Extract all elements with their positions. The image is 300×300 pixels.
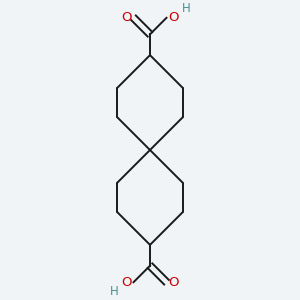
Text: O: O (168, 11, 179, 24)
Text: H: H (110, 285, 118, 298)
Text: O: O (168, 276, 179, 289)
Text: H: H (182, 2, 190, 15)
Text: O: O (121, 11, 132, 24)
Text: O: O (121, 276, 132, 289)
